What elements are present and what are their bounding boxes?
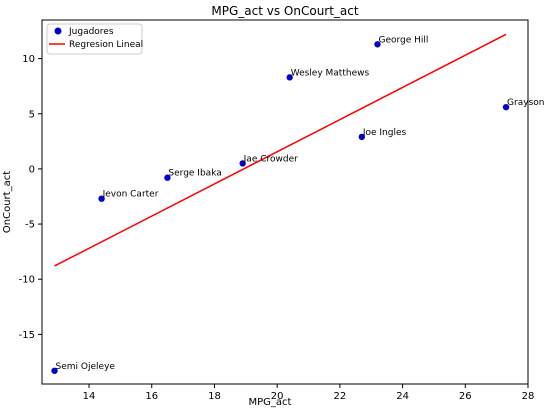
x-tick-label: 26 (459, 391, 472, 402)
y-tick-label: -5 (25, 220, 35, 231)
regression-line (54, 33, 507, 267)
point-label: Serge Ibaka (168, 169, 221, 179)
legend-label-points: Jugadores (68, 27, 114, 37)
x-tick-label: 20 (271, 391, 284, 402)
y-tick-label: 5 (29, 109, 35, 120)
x-tick-label: 18 (208, 391, 221, 402)
data-points-group (51, 41, 510, 374)
point-label: Joe Ingles (362, 128, 407, 138)
data-point (51, 367, 58, 374)
data-point (502, 103, 510, 111)
data-point (164, 174, 171, 181)
y-tick-label: 10 (22, 54, 35, 65)
y-tick-label: -15 (19, 330, 35, 341)
chart-title: MPG_act vs OnCourt_act (211, 4, 358, 18)
legend-box (46, 23, 143, 55)
point-label: Semi Ojeleye (56, 362, 116, 372)
data-point (358, 133, 366, 141)
point-label: Grayson Allen (507, 98, 546, 108)
data-point (374, 41, 381, 48)
x-tick-label: 14 (83, 391, 96, 402)
regression-line-group (54, 33, 507, 267)
legend-marker-points (54, 27, 62, 35)
legend: Jugadores Regresion Lineal (46, 23, 143, 55)
x-tick-label: 16 (145, 391, 158, 402)
x-tick-label: 28 (522, 391, 535, 402)
y-axis-ticks: -15 -10 -5 0 5 10 (19, 54, 42, 341)
data-point (286, 74, 293, 81)
x-axis-ticks: 14 16 18 20 22 24 26 28 (83, 384, 535, 402)
point-label: George Hill (378, 35, 428, 45)
x-axis-title: MPG_act (249, 397, 292, 408)
data-point (239, 160, 246, 167)
point-label: Jae Crowder (243, 154, 298, 164)
plot-area-frame (41, 19, 529, 385)
x-tick-label: 24 (396, 391, 409, 402)
point-label: Wesley Matthews (291, 68, 370, 78)
y-tick-label: 0 (29, 164, 35, 175)
x-tick-label: 22 (334, 391, 347, 402)
point-label: Jevon Carter (102, 190, 159, 200)
y-axis-title: OnCourt_act (2, 171, 13, 233)
y-tick-label: -10 (19, 275, 35, 286)
data-point (98, 195, 105, 202)
point-labels-group: George Hill Wesley Matthews Grayson Allen J… (56, 35, 546, 371)
legend-label-line: Regresion Lineal (69, 40, 143, 50)
